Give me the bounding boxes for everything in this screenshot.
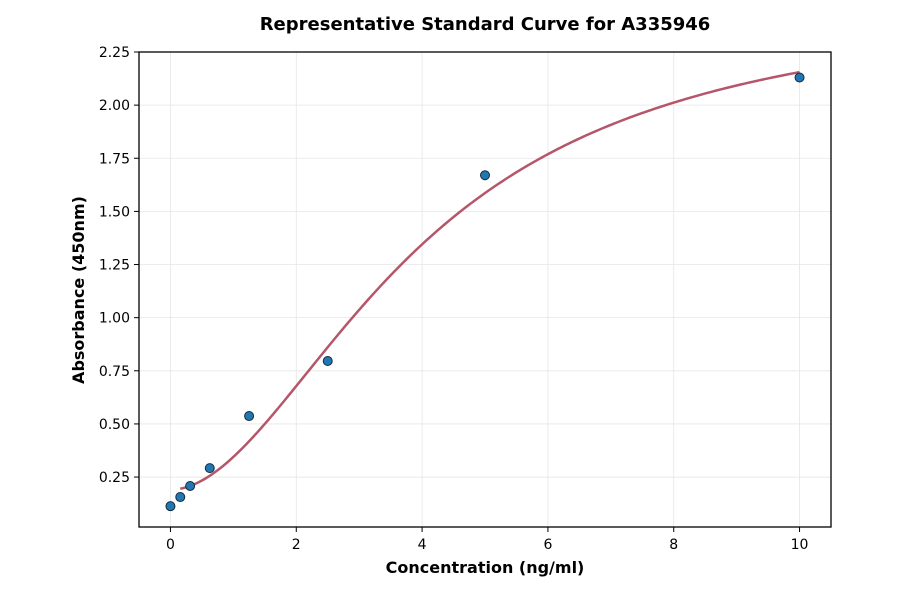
data-point xyxy=(322,356,333,367)
grid xyxy=(139,51,831,527)
y-tick-label: 1.75 xyxy=(99,151,130,167)
data-point xyxy=(175,492,186,503)
x-tick-label: 10 xyxy=(791,537,809,553)
data-point xyxy=(204,463,215,474)
y-tick-label: 0.25 xyxy=(99,470,130,486)
chart-title: Representative Standard Curve for A33594… xyxy=(260,14,711,35)
data-point xyxy=(794,72,805,83)
x-tick-label: 0 xyxy=(166,537,175,553)
fit-curve xyxy=(179,70,800,490)
y-tick-label: 0.50 xyxy=(99,417,130,433)
x-tick-label: 6 xyxy=(543,537,552,553)
y-tick-label: 2.25 xyxy=(99,45,130,61)
y-tick-label: 0.75 xyxy=(99,364,130,380)
data-point xyxy=(185,480,196,491)
data-point xyxy=(480,170,490,181)
y-tick-label: 1.25 xyxy=(99,258,130,274)
data-point xyxy=(244,411,255,422)
data-points xyxy=(165,72,805,512)
y-tick-label: 1.00 xyxy=(99,311,130,327)
x-tick-label: 2 xyxy=(292,537,301,553)
y-axis: 0.25 0.50 0.75 1.00 1.25 1.50 1.75 2.00 2.25 xyxy=(99,45,139,486)
y-tick-label: 2.00 xyxy=(99,98,130,114)
x-tick-label: 4 xyxy=(418,537,427,553)
data-point xyxy=(165,501,176,512)
x-axis-label: Concentration (ng/ml) xyxy=(386,558,585,577)
y-axis-label: Absorbance (450nm) xyxy=(69,196,88,384)
x-axis: 0 2 4 6 8 10 xyxy=(166,527,808,553)
y-tick-label: 1.50 xyxy=(99,204,130,220)
x-tick-label: 8 xyxy=(669,537,678,553)
plot-frame xyxy=(138,51,832,528)
